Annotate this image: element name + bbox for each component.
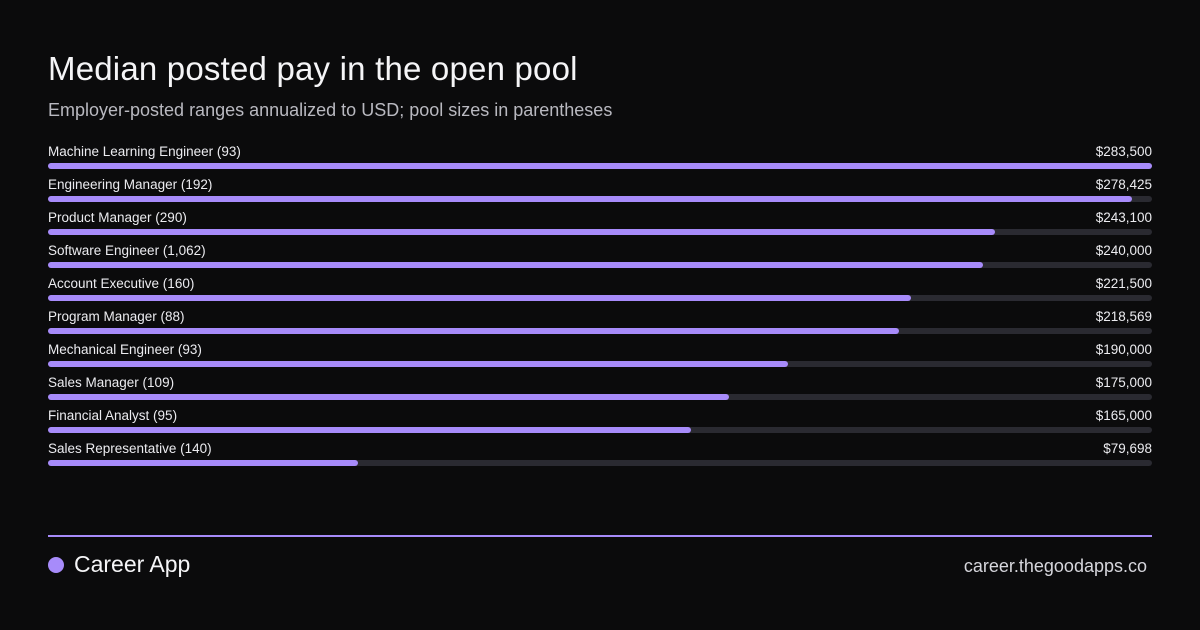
bar-label: Financial Analyst (95) [48, 408, 178, 423]
bar [48, 196, 1132, 202]
bar-value-label: $190,000 [1095, 342, 1152, 357]
bar-label: Program Manager (88) [48, 309, 185, 324]
bar-row: Sales Representative (140) $79,698 [48, 440, 1152, 473]
bar [48, 361, 788, 367]
bar-value-label: $165,000 [1095, 408, 1152, 423]
bar-label: Software Engineer (1,062) [48, 243, 206, 258]
bar-row: Program Manager (88) $218,569 [48, 308, 1152, 341]
bar-row: Engineering Manager (192) $278,425 [48, 176, 1152, 209]
bar-label: Account Executive (160) [48, 276, 195, 291]
brand: Career App [48, 551, 190, 578]
bar [48, 229, 995, 235]
bar-label: Mechanical Engineer (93) [48, 342, 202, 357]
bar-row: Product Manager (290) $243,100 [48, 209, 1152, 242]
bar-track [48, 262, 1152, 268]
chart-title: Median posted pay in the open pool [48, 50, 578, 87]
bar-row: Mechanical Engineer (93) $190,000 [48, 341, 1152, 374]
brand-dot-icon [48, 556, 64, 573]
brand-name: Career App [74, 551, 191, 577]
footer-divider [48, 535, 1152, 537]
bar [48, 295, 911, 301]
bar [48, 328, 899, 334]
bar-value-label: $221,500 [1095, 276, 1152, 291]
bar-track [48, 229, 1152, 235]
bar-track [48, 394, 1152, 400]
bar [48, 460, 358, 466]
bar-value-label: $79,698 [1103, 441, 1152, 456]
bar-chart: Machine Learning Engineer (93) $283,500 En… [48, 143, 1152, 473]
bar [48, 262, 983, 268]
bar-value-label: $243,100 [1095, 210, 1152, 225]
bar-value-label: $240,000 [1095, 243, 1152, 258]
bar-track [48, 163, 1152, 169]
bar-row: Financial Analyst (95) $165,000 [48, 407, 1152, 440]
bar-label: Product Manager (290) [48, 210, 187, 225]
bar-row: Software Engineer (1,062) $240,000 [48, 242, 1152, 275]
bar-row: Account Executive (160) $221,500 [48, 275, 1152, 308]
bar [48, 427, 691, 433]
bar-label: Sales Representative (140) [48, 441, 212, 456]
chart-subtitle: Employer-posted ranges annualized to USD… [48, 100, 613, 120]
bar-value-label: $278,425 [1095, 177, 1152, 192]
bar-value-label: $283,500 [1095, 144, 1152, 159]
bar-row: Sales Manager (109) $175,000 [48, 374, 1152, 407]
bar-track [48, 361, 1152, 367]
bar-value-label: $218,569 [1095, 309, 1152, 324]
bar-value-label: $175,000 [1095, 375, 1152, 390]
bar-label: Machine Learning Engineer (93) [48, 144, 241, 159]
bar-track [48, 328, 1152, 334]
bar-label: Engineering Manager (192) [48, 177, 213, 192]
bar [48, 394, 729, 400]
bar-track [48, 295, 1152, 301]
site-url: career.thegoodapps.co [963, 556, 1147, 576]
bar-track [48, 460, 1152, 466]
bar-track [48, 196, 1152, 202]
bar-label: Sales Manager (109) [48, 375, 175, 390]
bar-track [48, 427, 1152, 433]
bar [48, 163, 1152, 169]
bar-row: Machine Learning Engineer (93) $283,500 [48, 143, 1152, 176]
